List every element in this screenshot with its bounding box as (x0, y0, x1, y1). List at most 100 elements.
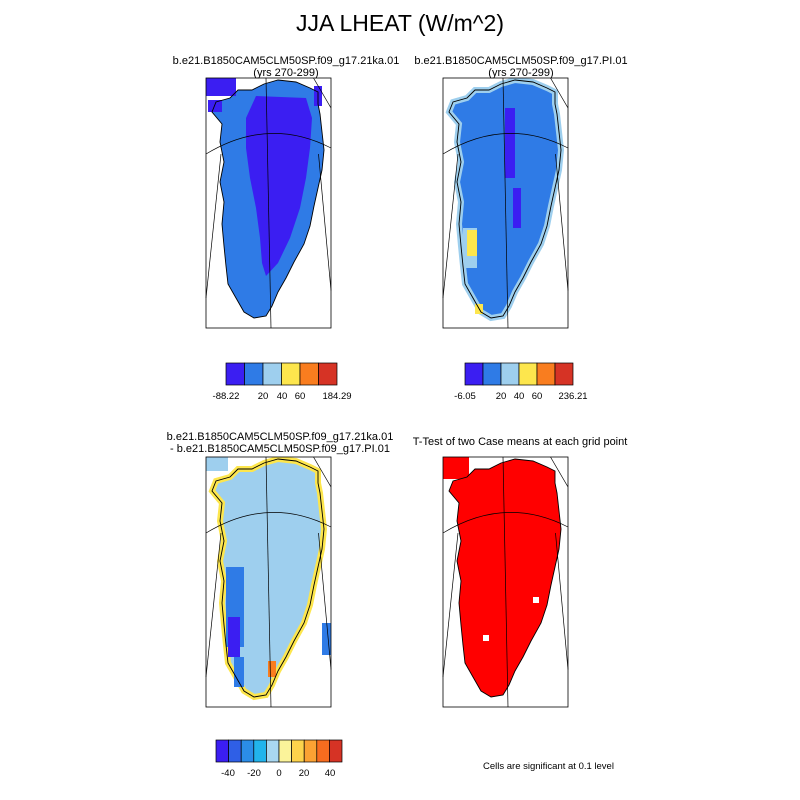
panel-3-map-meridian-right (313, 456, 332, 488)
panel-2-colorbar-label: 60 (531, 391, 543, 402)
panel-3-colorbar-swatch (215, 739, 229, 763)
panel-3-colorbar-swatch (266, 739, 280, 763)
panel-1-map-field (206, 78, 325, 319)
panel-4-title-line1: T-Test of two Case means at each grid po… (412, 436, 628, 448)
panel-1-title-line1: b.e21.B1850CAM5CLM50SP.f09_g17.21ka.01 (172, 55, 400, 67)
panel-3-colorbar-label: 40 (324, 768, 336, 779)
panel-3-map-frame (205, 456, 332, 708)
panel-3-map-meridian-center (265, 456, 272, 708)
panel-2-colorbar-swatch (536, 362, 556, 386)
panel-3-colorbar-swatch (228, 739, 242, 763)
panel-3-colorbar-swatch (316, 739, 330, 763)
panel-1-colorbar-swatch (281, 362, 301, 386)
panel-2-map-meridian-right-lower (555, 153, 569, 291)
panel-1-colorbar-label: 20 (257, 391, 269, 402)
panel-2-map-cell-patch (443, 78, 467, 90)
panel-3-colorbar-swatch (278, 739, 292, 763)
panel-2-colorbar (464, 362, 574, 386)
page-title: JJA LHEAT (W/m^2) (295, 10, 505, 36)
panel-3-map-coastline (211, 458, 325, 698)
panel-2-map-meridian-right (550, 77, 569, 109)
panel-3-colorbar-swatch (240, 739, 255, 763)
panel-1-colorbar-swatch (225, 362, 245, 386)
panel-2-map-cell-patch (513, 188, 521, 228)
panel-1-map-meridian-left (205, 153, 222, 299)
panel-3-colorbar-label: 20 (298, 768, 310, 779)
panel-1-colorbar-swatch (318, 362, 338, 386)
panel-2-map-cell-patch (579, 238, 593, 268)
panel-2-title-line1: b.e21.B1850CAM5CLM50SP.f09_g17.PI.01 (414, 55, 628, 67)
panel-1-colorbar-label: 184.29 (322, 391, 352, 402)
panel-2-map-latitude-line (442, 133, 569, 155)
panel-3-map (205, 456, 332, 708)
panel-3-title-line1: b.e21.B1850CAM5CLM50SP.f09_g17.21ka.01 (166, 431, 394, 443)
panel-1-title: b.e21.B1850CAM5CLM50SP.f09_g17.21ka.01 (… (173, 55, 400, 79)
panel-3-colorbar-label: -20 (247, 768, 261, 779)
panel-3-title: b.e21.B1850CAM5CLM50SP.f09_g17.21ka.01 -… (167, 431, 394, 455)
panel-4-map-meridian-left (442, 532, 459, 678)
panel-1-colorbar-swatch (244, 362, 264, 386)
panel-2-colorbar-swatch (554, 362, 574, 386)
panel-3-colorbar-swatch (291, 739, 305, 763)
panel-3-title-line2: - b.e21.B1850CAM5CLM50SP.f09_g17.PI.01 (170, 443, 390, 455)
panel-3-colorbar-swatch (329, 739, 343, 763)
panel-1-map (205, 77, 332, 329)
panel-1-map-meridian-center (265, 77, 272, 329)
panel-2-title: b.e21.B1850CAM5CLM50SP.f09_g17.PI.01 (yr… (414, 55, 627, 79)
panel-2-colorbar-swatch (464, 362, 484, 386)
panel-2-map (442, 77, 593, 329)
panel-1-map-cell-patch (206, 78, 236, 96)
panel-1-colorbar (225, 362, 338, 386)
panel-2-map-meridian-left (442, 153, 459, 299)
panel-3-map-latitude-line (205, 512, 332, 534)
panel-3-colorbar-label: 0 (276, 768, 282, 779)
panel-3-map-cell-patch (268, 661, 276, 677)
panel-4-map-cell-patch (579, 623, 593, 663)
significance-note: Cells are significant at 0.1 level (483, 761, 614, 772)
panel-2-colorbar-label: 236.21 (558, 391, 588, 402)
panel-2-title-line2: (yrs 270-299) (488, 67, 554, 79)
panel-1-map-meridian-right (313, 77, 332, 109)
panel-4-map-land-field (449, 459, 561, 697)
panel-3-colorbar-label: -40 (221, 768, 235, 779)
panel-1-title-line2: (yrs 270-299) (253, 67, 319, 79)
panel-2-map-field (443, 78, 593, 322)
panel-2-colorbar-label: 40 (513, 391, 525, 402)
panel-4-map-cell-patch (533, 597, 539, 603)
panel-3-map-meridian-left (205, 532, 222, 678)
panel-1-colorbar-label: 40 (276, 391, 288, 402)
panel-4-map-cell-patch (443, 457, 469, 479)
panel-1-map-frame (205, 77, 332, 329)
panel-3-map-meridian-right-lower (318, 532, 332, 670)
panel-4-map-meridian-right-lower (555, 532, 569, 670)
panel-3-map-cell-patch (228, 617, 240, 657)
panel-1-colorbar-label: -88.22 (212, 391, 240, 402)
panel-4-map-field (443, 457, 593, 698)
panel-2-map-frame (442, 77, 569, 329)
panel-1-colorbar-swatch (299, 362, 319, 386)
panel-4-map (442, 456, 593, 708)
panel-4-map-cell-patch (473, 687, 479, 693)
panel-2-map-cell-patch (467, 230, 477, 256)
panel-3-map-field (206, 457, 331, 701)
panel-2-colorbar-swatch (500, 362, 520, 386)
panel-4-map-meridian-center (502, 456, 509, 708)
panel-1-map-meridian-right-lower (318, 153, 332, 291)
panel-4-map-coastline (448, 458, 562, 698)
panel-3-colorbar (215, 739, 343, 763)
panel-2-colorbar-label: 20 (495, 391, 507, 402)
panel-4-map-meridian-right (550, 456, 569, 488)
panel-2-colorbar-label: -6.05 (454, 391, 476, 402)
panel-3-colorbar-swatch (253, 739, 267, 763)
panel-3-map-cell-patch (322, 623, 331, 655)
panel-2-colorbar-swatch (482, 362, 502, 386)
panel-1-map-cell-patch (208, 100, 222, 112)
panel-1-map-latitude-line (205, 133, 332, 155)
panel-3-map-cell-patch (234, 657, 244, 687)
panel-2-map-cell-patch (505, 108, 515, 178)
panel-2-colorbar-swatch (518, 362, 538, 386)
panel-2-map-meridian-center (502, 77, 509, 329)
panel-4-title: T-Test of two Case means at each grid po… (413, 436, 628, 448)
panel-3-colorbar-swatch (303, 739, 318, 763)
